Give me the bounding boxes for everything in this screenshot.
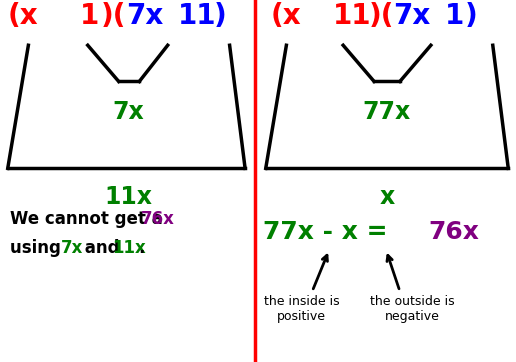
Text: 11x: 11x bbox=[104, 185, 152, 209]
Text: 7x: 7x bbox=[112, 100, 144, 124]
Text: 7x: 7x bbox=[61, 239, 83, 257]
Text: 1: 1 bbox=[445, 2, 464, 30]
Text: 7x: 7x bbox=[393, 2, 430, 30]
Text: ): ) bbox=[464, 2, 477, 30]
Text: .: . bbox=[138, 239, 144, 257]
Text: (x: (x bbox=[271, 2, 301, 30]
Text: )(: )( bbox=[101, 2, 126, 30]
Text: 76x: 76x bbox=[141, 210, 175, 228]
Text: )(: )( bbox=[369, 2, 394, 30]
Text: the outside is
negative: the outside is negative bbox=[370, 295, 455, 323]
Text: and: and bbox=[79, 239, 125, 257]
Text: x: x bbox=[379, 185, 395, 209]
Text: 76x: 76x bbox=[428, 220, 479, 244]
Text: the inside is
positive: the inside is positive bbox=[264, 295, 340, 323]
Text: We cannot get a: We cannot get a bbox=[10, 210, 169, 228]
Text: 77x: 77x bbox=[363, 100, 411, 124]
Text: using: using bbox=[10, 239, 67, 257]
Text: 11: 11 bbox=[333, 2, 372, 30]
Text: 11x: 11x bbox=[112, 239, 146, 257]
Text: 1: 1 bbox=[80, 2, 99, 30]
Text: 77x - x =: 77x - x = bbox=[263, 220, 396, 244]
Text: 11: 11 bbox=[178, 2, 217, 30]
Text: (x: (x bbox=[8, 2, 38, 30]
Text: 7x: 7x bbox=[126, 2, 164, 30]
Text: ): ) bbox=[214, 2, 227, 30]
